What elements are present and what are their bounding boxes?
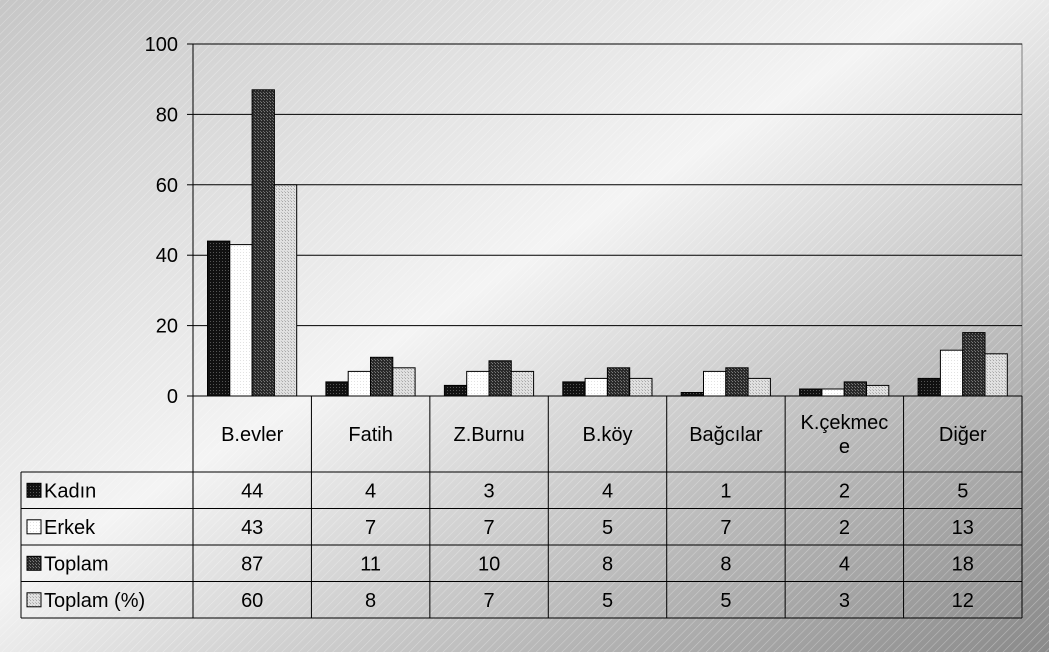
y-tick-labels: 0 20 40 60 80 100 <box>145 34 178 408</box>
data-label-toplam-fatih: 11 <box>360 553 381 575</box>
legend-label-kadin: Kadın <box>44 480 96 502</box>
data-label-kadin-b-evler: 44 <box>241 480 263 502</box>
data-label-toplam-z-burnu: 10 <box>478 553 500 575</box>
bar-kadin-bagcilar <box>680 392 705 397</box>
bar-toplam-z-burnu <box>488 360 512 397</box>
data-label-toplam-k-cekmece: 3 <box>839 590 850 612</box>
y-tick-label: 80 <box>156 104 178 126</box>
bar-toplam-b-koy <box>629 377 653 397</box>
legend-label-toplam: Toplam <box>44 553 108 575</box>
x-tick-label-z-burnu: Z.Burnu <box>454 424 525 446</box>
data-label-toplam-fatih: 8 <box>365 590 376 612</box>
y-tick-label: 60 <box>156 175 178 197</box>
legend-label-erkek: Erkek <box>44 517 96 539</box>
bar-toplam-b-koy <box>606 367 631 397</box>
data-label-erkek-b-koy: 5 <box>602 517 613 539</box>
gridlines <box>193 43 1022 327</box>
data-label-toplam-bagcilar: 5 <box>720 590 731 612</box>
data-label-kadin-k-cekmece: 2 <box>839 480 850 502</box>
bar-toplam-z-burnu <box>510 370 535 397</box>
data-table: B.evler Fatih Z.Burnu B.köy Bağcılar K.çekmec… <box>20 396 1023 619</box>
bar-kadin-fatih <box>325 381 349 397</box>
y-tick-label: 20 <box>156 316 178 338</box>
bar-toplam-bagcilar <box>747 377 771 397</box>
data-label-kadin-b-koy: 4 <box>602 480 613 502</box>
y-tick-label: 100 <box>145 34 178 56</box>
data-label-toplam-bagcilar: 8 <box>720 553 731 575</box>
x-tick-label-k-cekmece: K.çekmec <box>800 412 888 434</box>
data-label-erkek-k-cekmece: 2 <box>839 517 850 539</box>
data-label-kadin-diger: 5 <box>957 480 968 502</box>
data-label-erkek-fatih: 7 <box>365 517 376 539</box>
legend-key-kadin <box>26 482 42 498</box>
bar-toplam-k-cekmece <box>843 381 868 397</box>
bar-toplam-fatih <box>392 367 416 397</box>
bar-toplam-k-cekmece <box>866 384 890 397</box>
data-label-kadin-z-burnu: 3 <box>484 480 495 502</box>
bar-kadin-k-cekmece <box>799 388 823 397</box>
data-label-erkek-z-burnu: 7 <box>484 517 495 539</box>
legend-key-toplam <box>26 592 42 608</box>
bar-toplam-diger <box>984 353 1008 397</box>
bar-kadin-b-koy <box>562 381 586 397</box>
bar-erkek-diger <box>939 349 964 397</box>
bar-toplam-fatih <box>370 356 394 397</box>
bar-erkek-fatih <box>347 370 372 397</box>
data-label-toplam-b-koy: 5 <box>602 590 613 612</box>
x-tick-label-bagcilar: Bağcılar <box>689 424 763 446</box>
data-label-toplam-diger: 18 <box>952 553 974 575</box>
data-label-toplam-b-evler: 60 <box>241 590 263 612</box>
x-tick-label-fatih: Fatih <box>348 424 392 446</box>
bar-erkek-b-evler <box>229 244 253 397</box>
data-label-toplam-b-koy: 8 <box>602 553 613 575</box>
x-tick-label-b-evler: B.evler <box>221 424 284 446</box>
bar-toplam-b-evler <box>251 89 275 397</box>
bar-toplam-bagcilar <box>725 367 749 397</box>
x-tick-label-diger: Diğer <box>939 424 987 446</box>
data-label-kadin-fatih: 4 <box>365 480 376 502</box>
legend-key-erkek <box>26 519 42 535</box>
legend-label-toplam: Toplam (%) <box>44 590 145 612</box>
legend-key-toplam <box>26 555 42 571</box>
x-tick-label-b-koy: B.köy <box>582 424 632 446</box>
y-tick-label: 0 <box>167 386 178 408</box>
bar-erkek-z-burnu <box>466 370 490 397</box>
bar-erkek-bagcilar <box>703 370 727 397</box>
data-label-toplam-z-burnu: 7 <box>484 590 495 612</box>
data-label-erkek-b-evler: 43 <box>241 517 263 539</box>
bar-toplam-b-evler <box>273 184 298 397</box>
data-label-toplam-b-evler: 87 <box>241 553 263 575</box>
bar-kadin-b-evler <box>207 240 231 397</box>
y-tick-label: 40 <box>156 245 178 267</box>
x-tick-label-k-cekmece: e <box>839 436 850 458</box>
data-label-erkek-bagcilar: 7 <box>720 517 731 539</box>
axes <box>187 43 1022 397</box>
bar-toplam-diger <box>962 332 986 397</box>
bar-kadin-diger <box>917 377 941 397</box>
bar-kadin-z-burnu <box>443 384 468 397</box>
data-label-erkek-diger: 13 <box>952 517 974 539</box>
data-label-toplam-k-cekmece: 4 <box>839 553 850 575</box>
bar-erkek-k-cekmece <box>821 388 845 397</box>
data-label-kadin-bagcilar: 1 <box>720 480 731 502</box>
bars <box>207 89 1008 397</box>
bar-erkek-b-koy <box>584 377 608 397</box>
data-label-toplam-diger: 12 <box>952 590 974 612</box>
